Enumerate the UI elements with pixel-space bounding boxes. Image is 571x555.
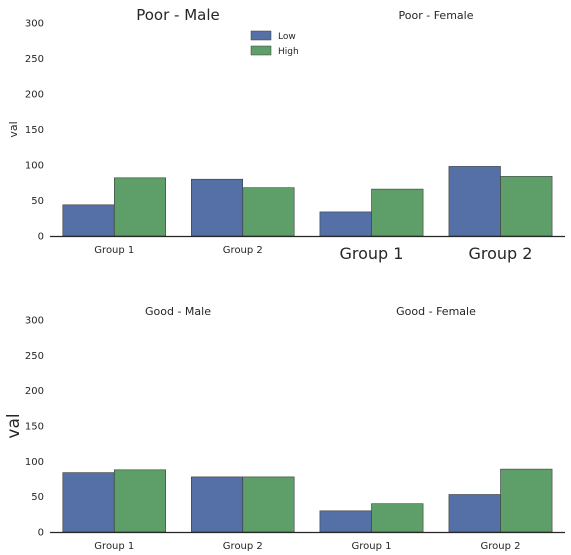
y-axis-label: val [4, 413, 24, 438]
bar-3-high-1 [500, 468, 553, 533]
legend-swatch-low [250, 30, 272, 41]
y-tick-label: 150 [25, 125, 44, 136]
bar-3-low-1 [448, 494, 501, 533]
y-tick-label: 250 [25, 54, 44, 65]
y-tick-label: 200 [25, 90, 44, 101]
bar-0-low-1 [191, 178, 244, 237]
x-tick-label: Group 1 [94, 245, 134, 256]
bar-1-low-1 [448, 166, 501, 237]
facet-title: Poor - Female [399, 9, 474, 22]
bar-3-high-0 [371, 503, 424, 533]
y-tick-label: 150 [25, 422, 44, 433]
y-tick-label: 100 [25, 457, 44, 468]
facet-title: Poor - Male [136, 6, 220, 24]
legend-label: High [278, 47, 299, 57]
y-tick-label: 250 [25, 351, 44, 362]
y-axis-label: val [7, 121, 20, 137]
y-tick-label: 50 [31, 492, 44, 503]
x-tick-label: Group 2 [223, 245, 263, 256]
bar-1-high-1 [500, 176, 553, 237]
y-tick-label: 300 [25, 19, 44, 30]
x-tick-label: Group 2 [223, 541, 263, 552]
facet-title: Good - Female [396, 305, 476, 318]
x-tick-label: Group 1 [340, 244, 404, 263]
bar-2-low-0 [62, 472, 115, 533]
facet-title: Good - Male [145, 305, 211, 318]
bar-0-high-0 [114, 177, 167, 237]
legend-swatch-high [250, 45, 272, 56]
x-tick-label: Group 1 [94, 541, 134, 552]
bar-3-low-0 [319, 510, 372, 533]
y-tick-label: 200 [25, 386, 44, 397]
bar-1-high-0 [371, 188, 424, 237]
bar-2-high-0 [114, 469, 167, 533]
y-tick-label: 0 [38, 232, 44, 243]
x-tick-label: Group 1 [352, 541, 392, 552]
y-tick-label: 50 [31, 196, 44, 207]
y-tick-label: 100 [25, 161, 44, 172]
bar-1-low-0 [319, 211, 372, 237]
bar-2-low-1 [191, 476, 244, 533]
bar-0-low-0 [62, 204, 115, 237]
bar-2-high-1 [242, 476, 295, 533]
y-tick-label: 300 [25, 316, 44, 327]
legend-label: Low [278, 32, 296, 42]
y-tick-label: 0 [38, 528, 44, 539]
bar-0-high-1 [242, 187, 295, 237]
x-tick-label: Group 2 [481, 541, 521, 552]
x-tick-label: Group 2 [469, 244, 533, 263]
